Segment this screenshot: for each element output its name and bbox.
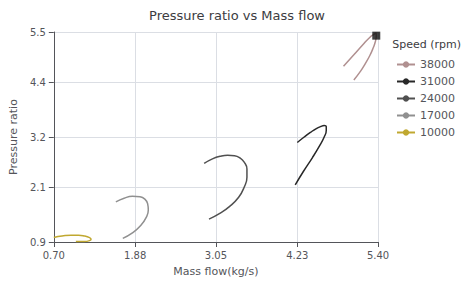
svg-text:3.2: 3.2 <box>30 132 46 143</box>
svg-text:2.1: 2.1 <box>30 182 46 193</box>
svg-text:31000: 31000 <box>420 75 455 88</box>
svg-text:4.4: 4.4 <box>30 77 46 88</box>
svg-text:0.70: 0.70 <box>43 250 65 261</box>
svg-text:5.5: 5.5 <box>30 27 46 38</box>
svg-text:0.9: 0.9 <box>30 237 46 248</box>
svg-text:3.05: 3.05 <box>205 250 227 261</box>
svg-text:17000: 17000 <box>420 109 455 122</box>
svg-text:Mass flow(kg/s): Mass flow(kg/s) <box>173 265 258 278</box>
svg-text:38000: 38000 <box>420 58 455 71</box>
svg-text:Speed (rpm): Speed (rpm) <box>392 38 461 51</box>
svg-text:5.40: 5.40 <box>367 250 389 261</box>
svg-text:Pressure ratio vs Mass flow: Pressure ratio vs Mass flow <box>149 8 325 23</box>
svg-text:Pressure ratio: Pressure ratio <box>7 99 20 175</box>
svg-text:1.88: 1.88 <box>124 250 146 261</box>
svg-text:10000: 10000 <box>420 126 455 139</box>
svg-text:24000: 24000 <box>420 92 455 105</box>
svg-text:4.23: 4.23 <box>286 250 308 261</box>
